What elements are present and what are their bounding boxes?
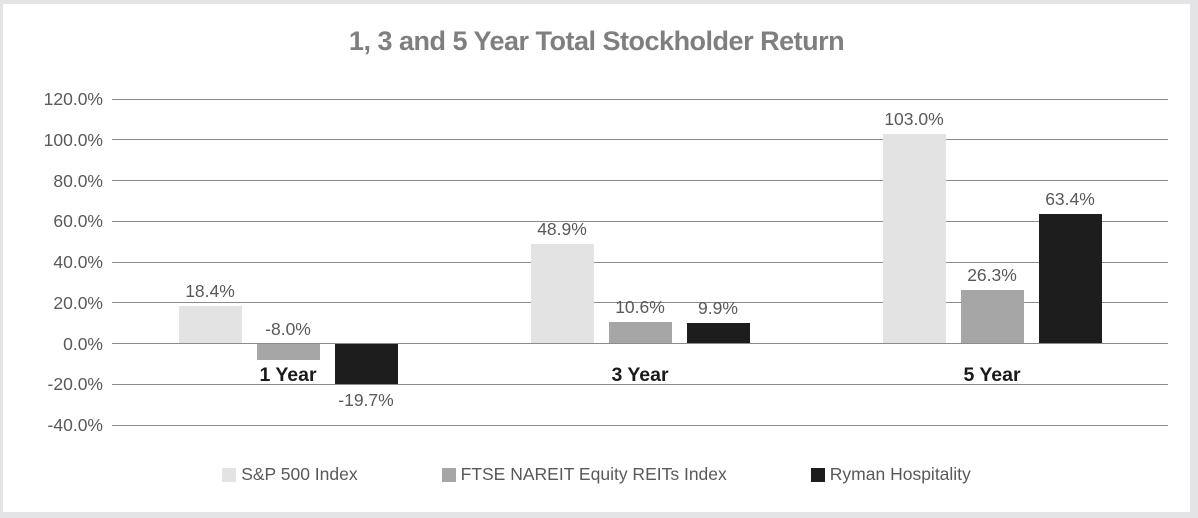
gridline — [112, 180, 1168, 181]
category-label-5-year: 5 Year — [963, 363, 1021, 386]
legend-item: FTSE NAREIT Equity REITs Index — [441, 464, 727, 485]
gridline — [112, 343, 1168, 344]
category-label-3-year: 3 Year — [611, 363, 669, 386]
y-axis-tick-label: 20.0% — [53, 292, 103, 313]
legend-item: Ryman Hospitality — [810, 464, 971, 485]
y-axis-tick-label: 40.0% — [53, 252, 103, 272]
legend-label: FTSE NAREIT Equity REITs Index — [460, 464, 727, 484]
gridline — [112, 383, 1168, 385]
bar-3-year-series-2 — [686, 323, 750, 344]
legend-swatch-icon — [441, 467, 456, 482]
gridline — [112, 139, 1168, 141]
y-axis-tick-label: 100.0% — [43, 129, 103, 150]
chart-legend: S&P 500 Index FTSE NAREIT Equity REITs In… — [3, 464, 1190, 485]
data-label: -19.7% — [338, 389, 394, 410]
y-axis-tick-label: 60.0% — [53, 211, 103, 232]
y-axis-tick-label: -40.0% — [47, 415, 103, 435]
gridline — [112, 302, 1168, 304]
gridline — [112, 220, 1168, 222]
y-axis-tick-label: 80.0% — [53, 170, 103, 191]
data-label: 9.9% — [698, 298, 738, 319]
bar-5-year-series-1 — [960, 289, 1024, 344]
legend-item: S&P 500 Index — [222, 464, 358, 485]
legend-swatch-icon — [222, 467, 237, 482]
gridline — [112, 98, 1168, 100]
data-label: 18.4% — [185, 281, 235, 301]
plot-area: 18.4% -8.0% -19.7% 1 Year 48.9% 10.6% 9.9% 3 Ye… — [112, 98, 1168, 426]
legend-swatch-icon — [810, 467, 825, 482]
bar-1-year-series-0 — [178, 306, 242, 344]
y-axis-tick-label: 0.0% — [63, 333, 103, 354]
category-label-1-year: 1 Year — [259, 363, 317, 386]
data-label: 10.6% — [615, 296, 665, 317]
legend-label: Ryman Hospitality — [829, 464, 971, 484]
bar-1-year-series-1 — [256, 343, 320, 360]
gridline — [112, 424, 1168, 426]
bar-3-year-series-1 — [608, 321, 672, 344]
bar-3-year-series-0 — [530, 243, 594, 344]
gridline — [112, 261, 1168, 263]
y-axis-tick-label: 120.0% — [43, 89, 103, 109]
y-axis-tick-label: -20.0% — [47, 374, 103, 395]
data-label: 103.0% — [884, 108, 944, 129]
chart-title: 1, 3 and 5 Year Total Stockholder Return — [348, 26, 845, 56]
bar-1-year-series-2 — [334, 343, 398, 384]
bar-5-year-series-0 — [882, 133, 946, 344]
data-label: -8.0% — [265, 318, 311, 339]
bar-5-year-series-2 — [1038, 214, 1102, 344]
data-label: 48.9% — [537, 218, 587, 239]
data-label: 63.4% — [1045, 189, 1095, 210]
legend-label: S&P 500 Index — [241, 464, 358, 484]
data-label: 26.3% — [967, 264, 1017, 285]
